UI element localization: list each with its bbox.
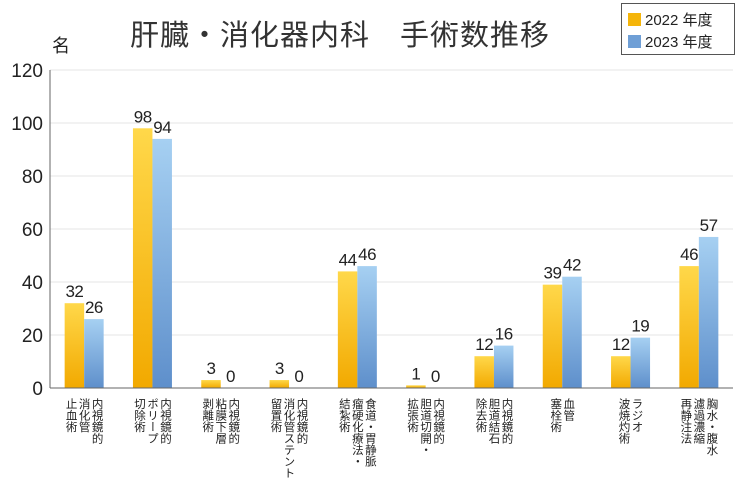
legend-item-2023: 2023 年度 bbox=[628, 31, 713, 52]
data-label: 46 bbox=[358, 245, 376, 264]
x-tick-label: 内視鏡的 胆道結石 除去術 bbox=[474, 398, 515, 444]
bar-2022 bbox=[132, 128, 153, 389]
legend-swatch-2022 bbox=[628, 13, 641, 26]
data-label: 0 bbox=[431, 367, 440, 386]
bar-2023 bbox=[698, 236, 719, 388]
data-label: 1 bbox=[411, 364, 420, 383]
x-tick-label: 内視鏡的 粘膜下層 剥離術 bbox=[201, 398, 242, 444]
bar-2023 bbox=[84, 319, 104, 388]
data-label: 19 bbox=[631, 317, 649, 336]
legend-label-2022: 2022 年度 bbox=[645, 12, 713, 29]
x-tick-label: 内視鏡的 消化管 止血術 bbox=[64, 398, 105, 444]
y-tick-label: 40 bbox=[22, 273, 43, 294]
x-tick-label: 内視鏡的 胆道切開・ 拡張術 bbox=[406, 398, 447, 456]
data-label: 3 bbox=[207, 359, 216, 378]
x-tick-label: 胸水・腹水 濾過濃縮 再静注法 bbox=[679, 398, 720, 456]
data-label: 3 bbox=[275, 359, 284, 378]
data-label: 94 bbox=[153, 118, 171, 137]
data-label: 26 bbox=[85, 298, 103, 317]
bar-2022 bbox=[337, 271, 358, 388]
data-label: 44 bbox=[339, 250, 357, 269]
y-tick-label: 100 bbox=[11, 114, 43, 135]
data-label: 12 bbox=[475, 335, 493, 354]
bar-2022 bbox=[679, 266, 699, 388]
plot-area: 32 98 3 3 44 1 12 39 12 46 26 94 0 0 46 0 16 42 19 57 0 20 40… bbox=[11, 61, 733, 400]
data-label: 42 bbox=[563, 256, 581, 275]
bar-2022 bbox=[64, 303, 85, 388]
bar-2022 bbox=[611, 356, 631, 388]
x-tick-label: 内視鏡的 消化管ステント 留置術 bbox=[269, 398, 310, 479]
bar-2022 bbox=[201, 380, 221, 388]
data-label: 98 bbox=[134, 107, 152, 126]
y-axis-unit: 名 bbox=[52, 36, 70, 57]
x-tick-label: ラジオ 波焼灼術 bbox=[617, 398, 645, 444]
chart-title: 肝臓・消化器内科 手術数推移 bbox=[130, 18, 551, 52]
bar-2023 bbox=[562, 276, 582, 388]
y-tick-label: 60 bbox=[22, 220, 43, 241]
data-label: 12 bbox=[612, 335, 630, 354]
x-tick-label: 食道・胃静脈 瘤硬化療法・ 結紮術 bbox=[337, 398, 378, 467]
bar-2022 bbox=[474, 356, 494, 388]
x-tick-label: 血管 塞栓術 bbox=[549, 398, 577, 433]
data-label: 0 bbox=[226, 367, 235, 386]
legend: 2022 年度 2023 年度 bbox=[621, 3, 735, 55]
bar-2022 bbox=[542, 284, 563, 388]
data-label: 16 bbox=[495, 325, 513, 344]
legend-item-2022: 2022 年度 bbox=[628, 9, 713, 30]
y-tick-label: 120 bbox=[11, 61, 43, 82]
bar-2023 bbox=[630, 337, 651, 388]
y-tick-label: 0 bbox=[32, 379, 43, 400]
bar-2022 bbox=[406, 385, 426, 388]
data-label: 39 bbox=[544, 264, 562, 283]
data-label: 32 bbox=[65, 282, 83, 301]
legend-label-2023: 2023 年度 bbox=[645, 34, 713, 51]
bar-2023 bbox=[152, 138, 172, 388]
bar-2023 bbox=[493, 345, 514, 388]
data-label: 0 bbox=[294, 367, 303, 386]
y-tick-label: 20 bbox=[22, 326, 43, 347]
x-tick-label: 内視鏡的 ポリープ 切除術 bbox=[132, 398, 173, 444]
data-label: 57 bbox=[700, 216, 718, 235]
chart: 肝臓・消化器内科 手術数推移 名 32 98 3 3 44 1 12 39 12 46 26 94 0 0… bbox=[11, 3, 735, 479]
bar-2022 bbox=[269, 380, 290, 388]
legend-swatch-2023 bbox=[628, 35, 641, 48]
bar-2023 bbox=[357, 266, 377, 388]
data-label: 46 bbox=[680, 245, 698, 264]
y-tick-label: 80 bbox=[22, 167, 43, 188]
